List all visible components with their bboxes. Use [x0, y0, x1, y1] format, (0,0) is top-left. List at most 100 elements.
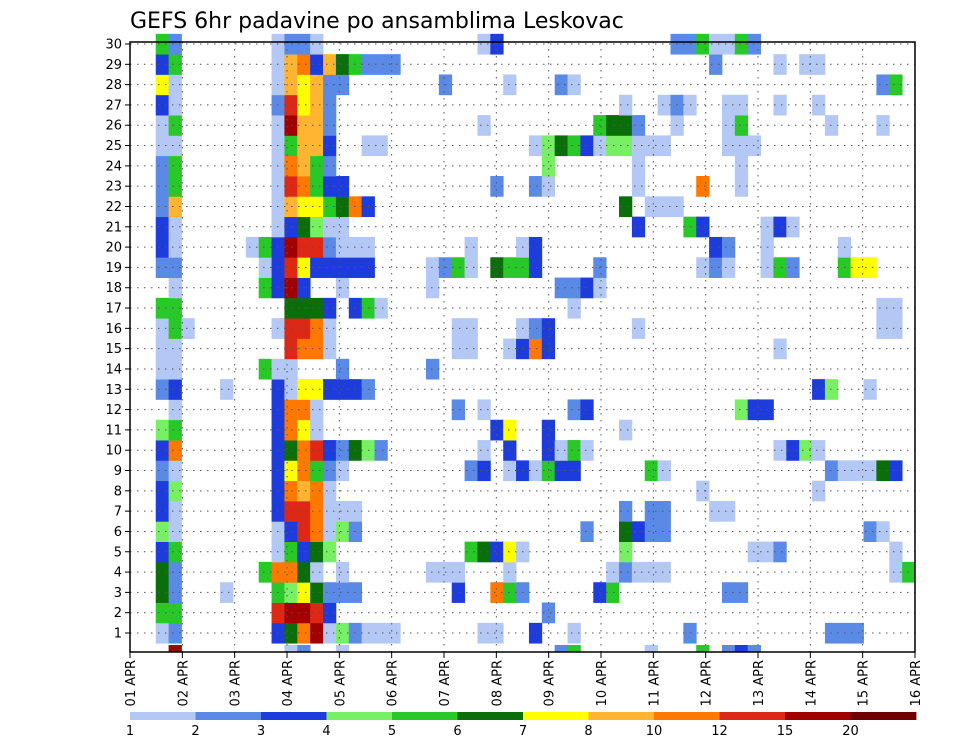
heatmap-cell [889, 74, 903, 96]
heatmap-cell [155, 318, 170, 339]
heatmap-cell [734, 115, 749, 136]
heatmap-cell [631, 318, 646, 339]
heatmap-cell [323, 622, 337, 644]
heatmap-cell [374, 54, 388, 75]
heatmap-cell [297, 297, 311, 319]
heatmap-cell [850, 460, 864, 482]
heatmap-cell [812, 379, 826, 400]
heatmap-cell [297, 500, 311, 522]
heatmap-cell [323, 135, 337, 157]
heatmap-cell [168, 257, 182, 278]
plot-frame [129, 41, 916, 653]
y-tick-label: 9 [114, 464, 122, 479]
heatmap-cell [310, 480, 324, 502]
heatmap-cell [696, 480, 710, 502]
heatmap-cell [297, 94, 311, 116]
legend-swatch [261, 712, 327, 720]
heatmap-cell [323, 74, 337, 96]
heatmap-cell [323, 176, 337, 197]
heatmap-cell [258, 561, 272, 583]
heatmap-cell [297, 338, 311, 360]
heatmap-cell [297, 541, 311, 563]
heatmap-cell [863, 379, 877, 400]
heatmap-cell [323, 582, 337, 603]
heatmap-cell [876, 115, 890, 136]
heatmap-cell [155, 33, 170, 55]
heatmap-cell [644, 196, 659, 218]
heatmap-cell [734, 399, 749, 421]
heatmap-cell [335, 196, 350, 218]
heatmap-cell [310, 297, 324, 319]
heatmap-cell [258, 277, 272, 299]
heatmap-cell [310, 521, 324, 543]
heatmap-cell [889, 561, 903, 583]
heatmap-cell [335, 645, 350, 652]
heatmap-cell [297, 399, 311, 421]
heatmap-cell [425, 561, 440, 583]
legend-label: 10 [646, 724, 663, 739]
heatmap-cell [709, 54, 723, 75]
heatmap-cell [567, 645, 581, 652]
heatmap-cell [619, 419, 633, 441]
heatmap-cell [155, 135, 170, 157]
x-tick-label: 04 APR [281, 660, 296, 706]
heatmap-cell [323, 480, 337, 502]
heatmap-cell [477, 440, 491, 461]
heatmap-cell [541, 419, 556, 441]
heatmap-cell [657, 460, 671, 482]
heatmap-cell [297, 379, 311, 400]
heatmap-cell [168, 541, 182, 563]
heatmap-cell [323, 379, 337, 400]
heatmap-cell [554, 74, 568, 96]
heatmap-cell [168, 645, 182, 652]
heatmap-cell [168, 521, 182, 543]
heatmap-cell [335, 54, 350, 75]
y-tick-label: 24 [105, 159, 122, 174]
heatmap-cell [580, 277, 594, 299]
heatmap-cell [850, 257, 864, 278]
heatmap-cell [619, 196, 633, 218]
heatmap-cell [297, 582, 311, 603]
x-tick-label: 14 APR [804, 660, 819, 706]
heatmap-cell [323, 297, 337, 319]
heatmap-cell [220, 379, 234, 400]
legend-label: 6 [453, 724, 461, 739]
heatmap-cell [477, 541, 491, 563]
legend-label: 5 [388, 724, 396, 739]
heatmap-cell [155, 622, 170, 644]
heatmap-cell [155, 257, 170, 278]
heatmap-cells [155, 33, 916, 652]
heatmap-cell [657, 196, 671, 218]
heatmap-cell [168, 54, 182, 75]
heatmap-cell [168, 94, 182, 116]
x-tick-label: 02 APR [176, 660, 191, 706]
heatmap-cell [619, 541, 633, 563]
heatmap-cell [799, 54, 813, 75]
heatmap-cell [696, 645, 710, 652]
heatmap-cell [155, 480, 170, 502]
heatmap-cell [258, 236, 272, 258]
heatmap-cell [747, 645, 761, 652]
heatmap-cell [889, 460, 903, 482]
heatmap-cell [734, 645, 749, 652]
heatmap-cell [902, 561, 916, 583]
heatmap-cell [310, 541, 324, 563]
heatmap-cell [721, 257, 736, 278]
heatmap-cell [606, 561, 620, 583]
heatmap-cell [824, 379, 839, 400]
heatmap-cell [387, 622, 401, 644]
heatmap-cell [310, 176, 324, 197]
heatmap-cell [876, 74, 890, 96]
x-axis: 01 APR 02 APR 03 APR 04 APR 05 APR 06 APR 07 A… [124, 652, 924, 706]
legend-swatch [654, 712, 720, 720]
heatmap-cell [155, 521, 170, 543]
heatmap-cell [310, 419, 324, 441]
heatmap-cell [258, 358, 272, 380]
heatmap-cell [657, 521, 671, 543]
heatmap-cell [168, 379, 182, 400]
heatmap-cell [155, 196, 170, 218]
heatmap-cell [876, 521, 890, 543]
heatmap-cell [541, 318, 556, 339]
heatmap-cell [451, 257, 465, 278]
heatmap-cell [168, 115, 182, 136]
